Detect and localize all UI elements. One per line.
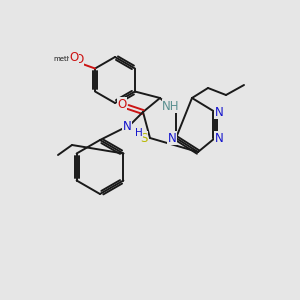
- Text: N: N: [214, 106, 224, 118]
- Text: S: S: [140, 131, 148, 145]
- Text: O: O: [74, 53, 84, 66]
- Text: N: N: [123, 121, 131, 134]
- Text: O: O: [117, 98, 127, 110]
- Text: H: H: [135, 128, 143, 138]
- Text: methoxy: methoxy: [54, 56, 84, 62]
- Text: N: N: [214, 131, 224, 145]
- Text: N: N: [168, 131, 176, 145]
- Text: O: O: [70, 51, 79, 64]
- Text: NH: NH: [162, 100, 180, 112]
